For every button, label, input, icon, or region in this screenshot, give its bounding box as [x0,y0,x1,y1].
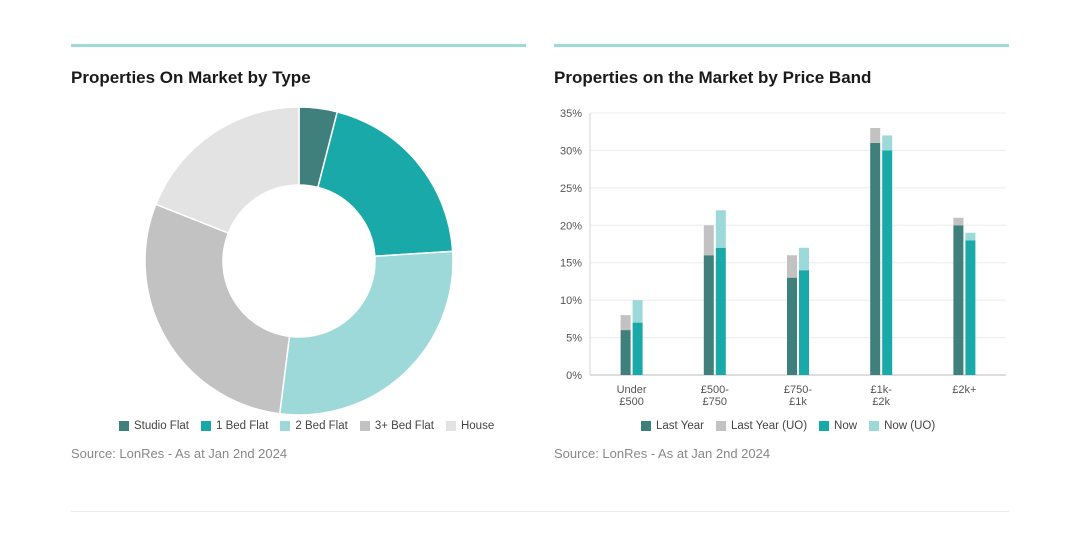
bar-now-2 [799,270,809,375]
bar-last-year-uo-2 [787,255,797,278]
legend-swatch [445,421,456,431]
legend-swatch [200,421,211,431]
bar-panel: Properties on the Market by Price Band 0… [554,0,1009,470]
bar-now-uo-4 [965,232,976,241]
legend-label: House [460,420,495,432]
legend-item-last-year-uo: Last Year (UO) [715,420,808,432]
bar-last-year-0 [620,330,631,375]
donut-chart [144,106,454,416]
bar-last-year-uo-3 [870,127,881,143]
y-tick-label: 30% [560,145,582,157]
y-tick-label: 25% [560,183,582,195]
x-tick-label: £500 [619,396,643,408]
donut-source-note: Source: LonRes - As at Jan 2nd 2024 [71,446,288,461]
x-tick-label: £1k [789,396,807,408]
footer-divider [71,511,1009,512]
legend-label: Now [834,420,858,432]
legend-item-now: Now [819,420,857,432]
panel-top-rule [71,44,526,47]
bar-chart: 0%5%10%15%20%25%30%35%Under£500£500-£750… [560,108,1006,408]
donut-chart-area [71,100,526,420]
bar-source-note: Source: LonRes - As at Jan 2nd 2024 [554,446,771,461]
legend-swatch [641,421,651,431]
donut-legend: Studio Flat 1 Bed Flat 2 Bed Flat 3+ Bed Fl… [119,420,539,432]
x-tick-label: £2k [872,396,890,408]
legend-label: Now (UO) [884,420,936,432]
legend-item-1-bed-flat: 1 Bed Flat [200,420,269,432]
legend-label: 1 Bed Flat [215,420,269,432]
legend-item-house: House [445,420,495,432]
donut-chart-title: Properties On Market by Type [71,68,311,87]
x-tick-label: £2k+ [952,384,976,396]
legend-label: 3+ Bed Flat [374,420,434,432]
bar-last-year-uo-4 [953,217,964,226]
legend-item-last-year: Last Year [641,420,704,432]
y-tick-label: 10% [560,295,582,307]
bar-now-uo-1 [715,210,726,248]
bar-now-uo-2 [799,247,809,271]
bar-last-year-uo-0 [620,315,631,331]
legend-swatch [359,421,370,431]
y-tick-label: 35% [560,108,582,120]
legend-swatch [280,421,291,431]
legend-swatch [819,421,830,431]
panel-top-rule [554,44,1009,47]
donut-slice-3plus-bed-flat [144,203,291,415]
legend-item-2-bed-flat: 2 Bed Flat [280,420,348,432]
bar-last-year-4 [953,225,964,375]
legend-label: 2 Bed Flat [295,420,348,432]
y-tick-label: 20% [560,220,582,232]
bar-last-year-2 [787,277,797,375]
bar-now-4 [965,240,976,375]
legend-swatch [869,421,880,431]
x-tick-label: £1k- [870,384,892,396]
legend-label: Studio Flat [134,420,189,432]
bar-now-uo-0 [632,300,643,323]
x-tick-label: Under [617,384,647,396]
donut-slice-house [154,106,300,234]
legend-item-3plus-bed-flat: 3+ Bed Flat [359,420,434,432]
bar-last-year-1 [703,255,714,375]
x-tick-label: £750 [703,396,727,408]
x-tick-label: £500- [701,384,729,396]
y-tick-label: 0% [566,370,582,382]
bar-last-year-uo-1 [703,225,714,256]
legend-label: Last Year (UO) [730,420,808,432]
legend-label: Last Year [656,420,704,432]
donut-slice-2-bed-flat [278,250,454,416]
bar-now-0 [632,322,643,375]
legend-swatch [715,421,726,431]
bar-legend: Last Year Last Year (UO) Now Now (UO) [641,420,1001,432]
donut-slice-1-bed-flat [316,110,454,258]
legend-item-now-uo: Now (UO) [869,420,935,432]
bar-chart-area: 0% 5% 10% 15% 20% 25% 30% 35% Under £500 £500- £750… [554,100,1009,420]
bar-now-3 [882,150,893,375]
bar-chart-title: Properties on the Market by Price Band [554,68,872,87]
y-tick-label: 5% [566,333,582,345]
legend-item-studio-flat: Studio Flat [119,420,189,432]
donut-panel: Properties On Market by Type Studio Flat… [71,0,526,470]
bar-now-1 [715,247,726,375]
legend-swatch [119,421,129,431]
x-tick-label: £750- [784,384,812,396]
bar-last-year-3 [870,142,881,375]
bar-now-uo-3 [882,135,893,151]
y-tick-label: 15% [560,258,582,270]
